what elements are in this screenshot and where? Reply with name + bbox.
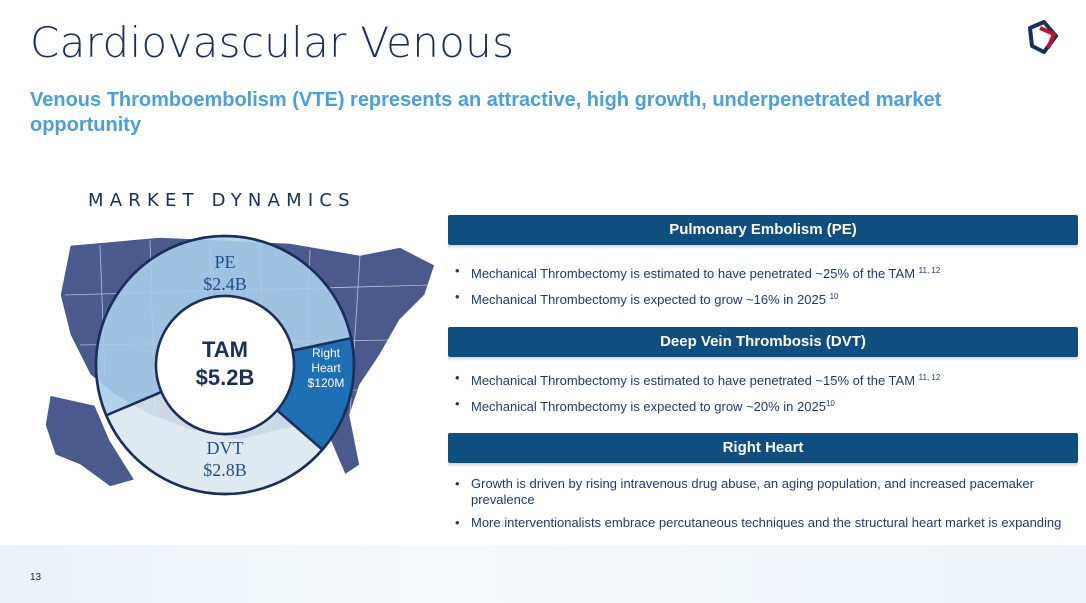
footer-background [0,545,1086,603]
donut-outer-ring [94,234,356,496]
dvt-panel-header: Deep Vein Thrombosis (DVT) [448,327,1078,361]
list-item: Mechanical Thrombectomy is estimated to … [453,263,1063,282]
bullet-text: Mechanical Thrombectomy is expected to g… [471,399,826,414]
pe-bullet-list: Mechanical Thrombectomy is estimated to … [453,263,1063,315]
dvt-segment-label: DVT [207,438,244,458]
right-heart-panel-header: Right Heart [448,433,1078,467]
footnote-ref: 11, 12 [918,266,941,275]
bullet-text: Growth is driven by rising intravenous d… [471,476,1034,507]
brand-logo-icon [1028,20,1058,54]
footnote-ref: 11, 12 [918,373,941,382]
pe-segment-value: $2.4B [203,274,247,294]
page-number: 13 [30,572,42,583]
tam-value: $5.2B [196,365,255,390]
rh-segment-line1: Right [312,346,341,360]
rh-segment-line2: Heart [311,361,341,375]
pe-panel-header: Pulmonary Embolism (PE) [448,215,1078,249]
section-label: MARKET DYNAMICS [88,190,356,211]
dvt-bullet-list: Mechanical Thrombectomy is estimated to … [453,370,1063,422]
bullet-text: Mechanical Thrombectomy is estimated to … [471,266,916,281]
donut-center [154,294,296,436]
bullet-text: More interventionalists embrace percutan… [471,515,1062,530]
tam-label: TAM [202,337,248,362]
list-item: Mechanical Thrombectomy is expected to g… [453,396,1063,415]
page-subtitle: Venous Thromboembolism (VTE) represents … [30,89,942,136]
list-item: Mechanical Thrombectomy is expected to g… [453,289,1063,308]
footnote-ref: 10 [829,292,839,301]
right-heart-bullet-list: Growth is driven by rising intravenous d… [453,476,1063,538]
pe-segment-label: PE [214,252,235,272]
tam-donut-chart: TAM $5.2B PE $2.4B DVT $2.8B Right Heart… [94,234,356,496]
page-title: Cardiovascular Venous [30,18,515,67]
list-item: More interventionalists embrace percutan… [453,515,1063,531]
footnote-ref: 10 [825,399,835,408]
list-item: Mechanical Thrombectomy is estimated to … [453,370,1063,389]
bullet-text: Mechanical Thrombectomy is expected to g… [471,292,826,307]
bullet-text: Mechanical Thrombectomy is estimated to … [471,373,916,388]
list-item: Growth is driven by rising intravenous d… [453,476,1063,508]
rh-segment-line3: $120M [308,376,345,390]
dvt-segment-value: $2.8B [203,460,247,480]
